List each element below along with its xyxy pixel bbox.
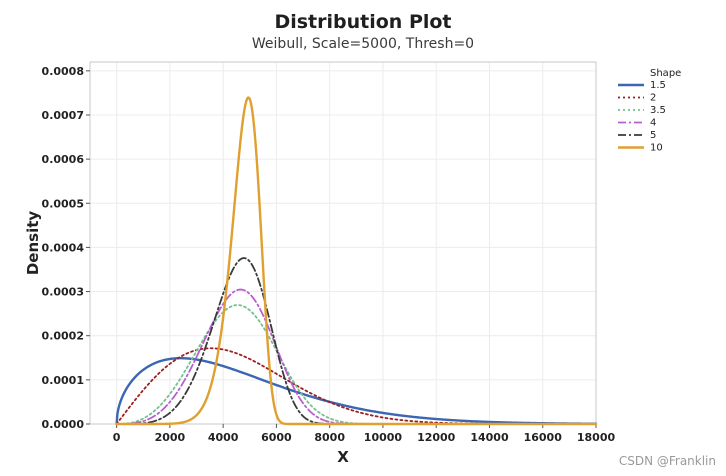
x-ticks: 0 2000 4000 6000 8000 10000 12000 14000 16000 180… (113, 424, 616, 444)
legend-label: 1.5 (650, 80, 666, 91)
series-line-shape-3-5 (115, 304, 597, 425)
chart-subtitle: Weibull, Scale=5000, Thresh=0 (252, 36, 474, 52)
series-line-shape-1-5 (115, 357, 598, 426)
y-tick-label: 0.0005 (42, 197, 84, 210)
series-line-shape-4 (115, 288, 597, 425)
axes (89, 61, 597, 425)
x-tick-label: 2000 (155, 431, 186, 444)
y-ticks: 0.0000 0.0001 0.0002 0.0003 0.0004 0.0005 0.00… (42, 65, 90, 431)
y-tick-label: 0.0000 (42, 418, 85, 431)
x-tick-label: 14000 (470, 431, 509, 444)
x-tick-label: 8000 (314, 431, 345, 444)
legend: Shape 1.5 23.5 45 10 (618, 68, 681, 154)
legend-title: Shape (650, 68, 681, 79)
x-tick-label: 10000 (364, 431, 403, 444)
x-tick-label: 18000 (577, 431, 616, 444)
grid (90, 62, 597, 425)
legend-label: 2 (650, 93, 656, 104)
y-tick-label: 0.0001 (42, 374, 84, 387)
legend-label: 10 (650, 143, 663, 154)
legend-label: 4 (650, 118, 656, 129)
x-axis-label: X (337, 448, 349, 466)
y-tick-label: 0.0003 (42, 286, 84, 299)
legend-label: 3.5 (650, 105, 666, 116)
y-axis-label: Density (24, 211, 42, 276)
x-tick-label: 12000 (417, 431, 456, 444)
legend-label: 5 (650, 130, 656, 141)
y-tick-label: 0.0004 (42, 241, 85, 254)
series-line-shape-10 (115, 96, 598, 426)
series-group (115, 96, 598, 426)
y-tick-label: 0.0008 (42, 65, 84, 78)
watermark: CSDN @Franklin (618, 454, 716, 468)
x-tick-label: 4000 (208, 431, 239, 444)
x-tick-label: 16000 (524, 431, 563, 444)
chart-title: Distribution Plot (274, 11, 451, 33)
y-tick-label: 0.0006 (42, 153, 85, 166)
y-tick-label: 0.0007 (42, 109, 84, 122)
x-tick-label: 0 (113, 431, 121, 444)
series-line-shape-5 (115, 257, 597, 425)
y-tick-label: 0.0002 (42, 330, 84, 343)
x-tick-label: 6000 (261, 431, 292, 444)
plot-area-border (89, 61, 597, 425)
